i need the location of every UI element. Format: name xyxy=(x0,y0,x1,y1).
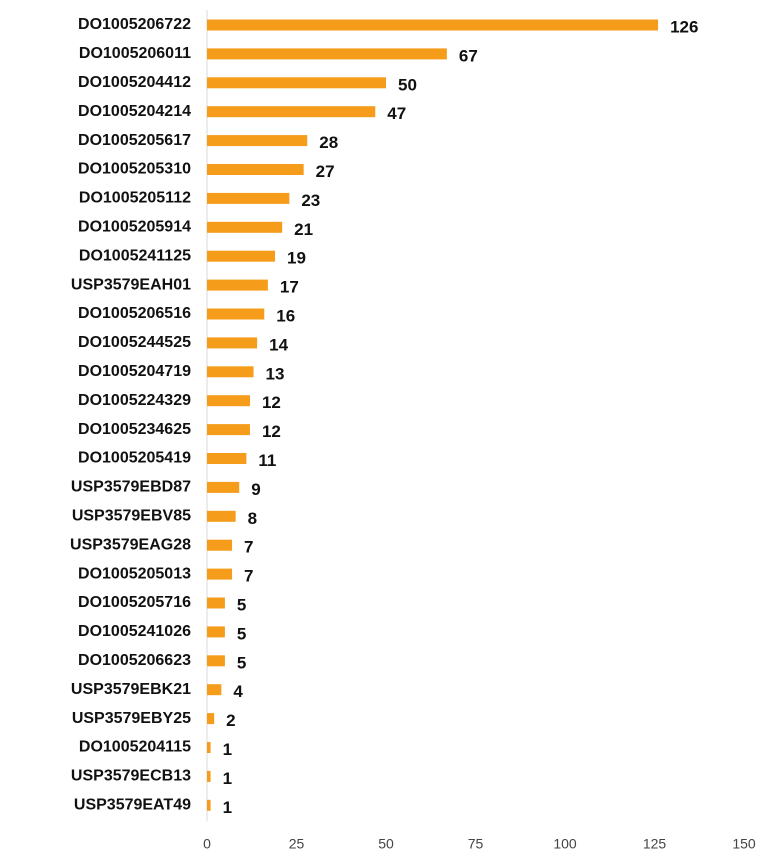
value-label: 27 xyxy=(316,162,335,181)
y-tick-label: DO1005205112 xyxy=(79,190,191,207)
x-tick-label: 75 xyxy=(468,836,484,852)
bar xyxy=(207,568,233,580)
value-label: 67 xyxy=(459,46,478,65)
bar xyxy=(207,713,215,725)
bar xyxy=(207,799,211,811)
y-tick-label: DO1005205914 xyxy=(78,219,191,236)
bar xyxy=(207,279,268,291)
value-label: 7 xyxy=(244,538,253,557)
bar xyxy=(207,481,240,493)
bar xyxy=(207,48,447,60)
bar xyxy=(207,164,304,175)
bar xyxy=(207,510,236,522)
x-tick-label: 25 xyxy=(289,836,305,852)
y-tick-label: USP3579EBV85 xyxy=(72,508,191,525)
value-label: 5 xyxy=(237,624,246,643)
bar xyxy=(207,106,376,118)
bar xyxy=(207,192,290,204)
value-label: 1 xyxy=(223,740,232,759)
x-tick-label: 125 xyxy=(643,836,667,852)
value-label: 1 xyxy=(223,798,232,817)
value-label: 4 xyxy=(233,682,243,701)
y-tick-label: USP3579EBD87 xyxy=(71,479,191,496)
x-tick-label: 50 xyxy=(378,836,394,852)
value-label: 14 xyxy=(269,335,288,354)
value-label: 23 xyxy=(301,191,320,210)
y-tick-label: DO1005204719 xyxy=(78,363,191,380)
y-tick-label: DO1005205310 xyxy=(78,161,191,178)
bar xyxy=(207,684,222,696)
y-tick-label: DO1005204214 xyxy=(78,103,191,120)
y-tick-label: USP3579EAG28 xyxy=(70,536,191,553)
y-tick-label: DO1005205716 xyxy=(78,594,191,611)
y-tick-label: DO1005206011 xyxy=(79,45,191,62)
value-label: 2 xyxy=(226,711,235,730)
y-tick-label: DO1005241125 xyxy=(79,247,191,264)
y-tick-label: DO1005205419 xyxy=(78,450,191,467)
value-label: 8 xyxy=(248,509,257,528)
value-label: 13 xyxy=(266,364,285,383)
bar xyxy=(207,366,254,378)
y-tick-label: DO1005244525 xyxy=(78,334,191,351)
bar xyxy=(207,770,211,782)
bar xyxy=(207,250,276,262)
bar xyxy=(207,626,225,638)
value-label: 19 xyxy=(287,249,306,268)
x-tick-label: 150 xyxy=(732,836,756,852)
bar xyxy=(207,655,225,667)
value-label: 21 xyxy=(294,220,313,239)
value-label: 9 xyxy=(251,480,260,499)
value-label: 16 xyxy=(276,306,295,325)
x-tick-label: 100 xyxy=(553,836,577,852)
value-label: 5 xyxy=(237,653,246,672)
y-tick-label: DO1005234625 xyxy=(78,421,191,438)
x-tick-label: 0 xyxy=(203,836,211,852)
value-label: 11 xyxy=(258,451,276,470)
y-tick-label: DO1005241026 xyxy=(78,623,191,640)
y-tick-label: DO1005206623 xyxy=(78,652,191,669)
bar xyxy=(207,395,250,407)
bar xyxy=(207,742,211,753)
y-tick-label: USP3579EBK21 xyxy=(71,681,191,698)
bar xyxy=(207,308,265,320)
bar xyxy=(207,424,250,436)
y-tick-label: USP3579ECB13 xyxy=(71,768,191,785)
value-label: 12 xyxy=(262,393,281,412)
y-tick-label: DO1005204115 xyxy=(79,739,191,756)
bar xyxy=(207,597,225,609)
bar xyxy=(207,337,258,349)
value-label: 5 xyxy=(237,595,246,614)
value-label: 28 xyxy=(319,133,338,152)
bar xyxy=(207,19,659,31)
y-tick-label: DO1005205013 xyxy=(78,565,191,582)
y-tick-label: DO1005205617 xyxy=(78,132,191,149)
value-label: 126 xyxy=(670,17,698,36)
value-label: 47 xyxy=(387,104,406,123)
bar xyxy=(207,135,308,147)
value-label: 1 xyxy=(223,769,232,788)
bar xyxy=(207,453,247,464)
bar xyxy=(207,539,233,551)
y-tick-label: USP3579EBY25 xyxy=(72,710,191,727)
y-tick-label: DO1005204412 xyxy=(78,74,191,91)
value-label: 12 xyxy=(262,422,281,441)
y-tick-label: DO1005206516 xyxy=(78,305,191,322)
y-tick-label: USP3579EAH01 xyxy=(71,276,191,293)
value-label: 50 xyxy=(398,75,417,94)
y-tick-label: USP3579EAT49 xyxy=(74,797,191,814)
value-label: 7 xyxy=(244,567,253,586)
bar xyxy=(207,221,283,233)
y-tick-label: DO1005224329 xyxy=(78,392,191,409)
bar xyxy=(207,77,386,89)
value-label: 17 xyxy=(280,278,299,297)
y-tick-label: DO1005206722 xyxy=(78,16,191,33)
